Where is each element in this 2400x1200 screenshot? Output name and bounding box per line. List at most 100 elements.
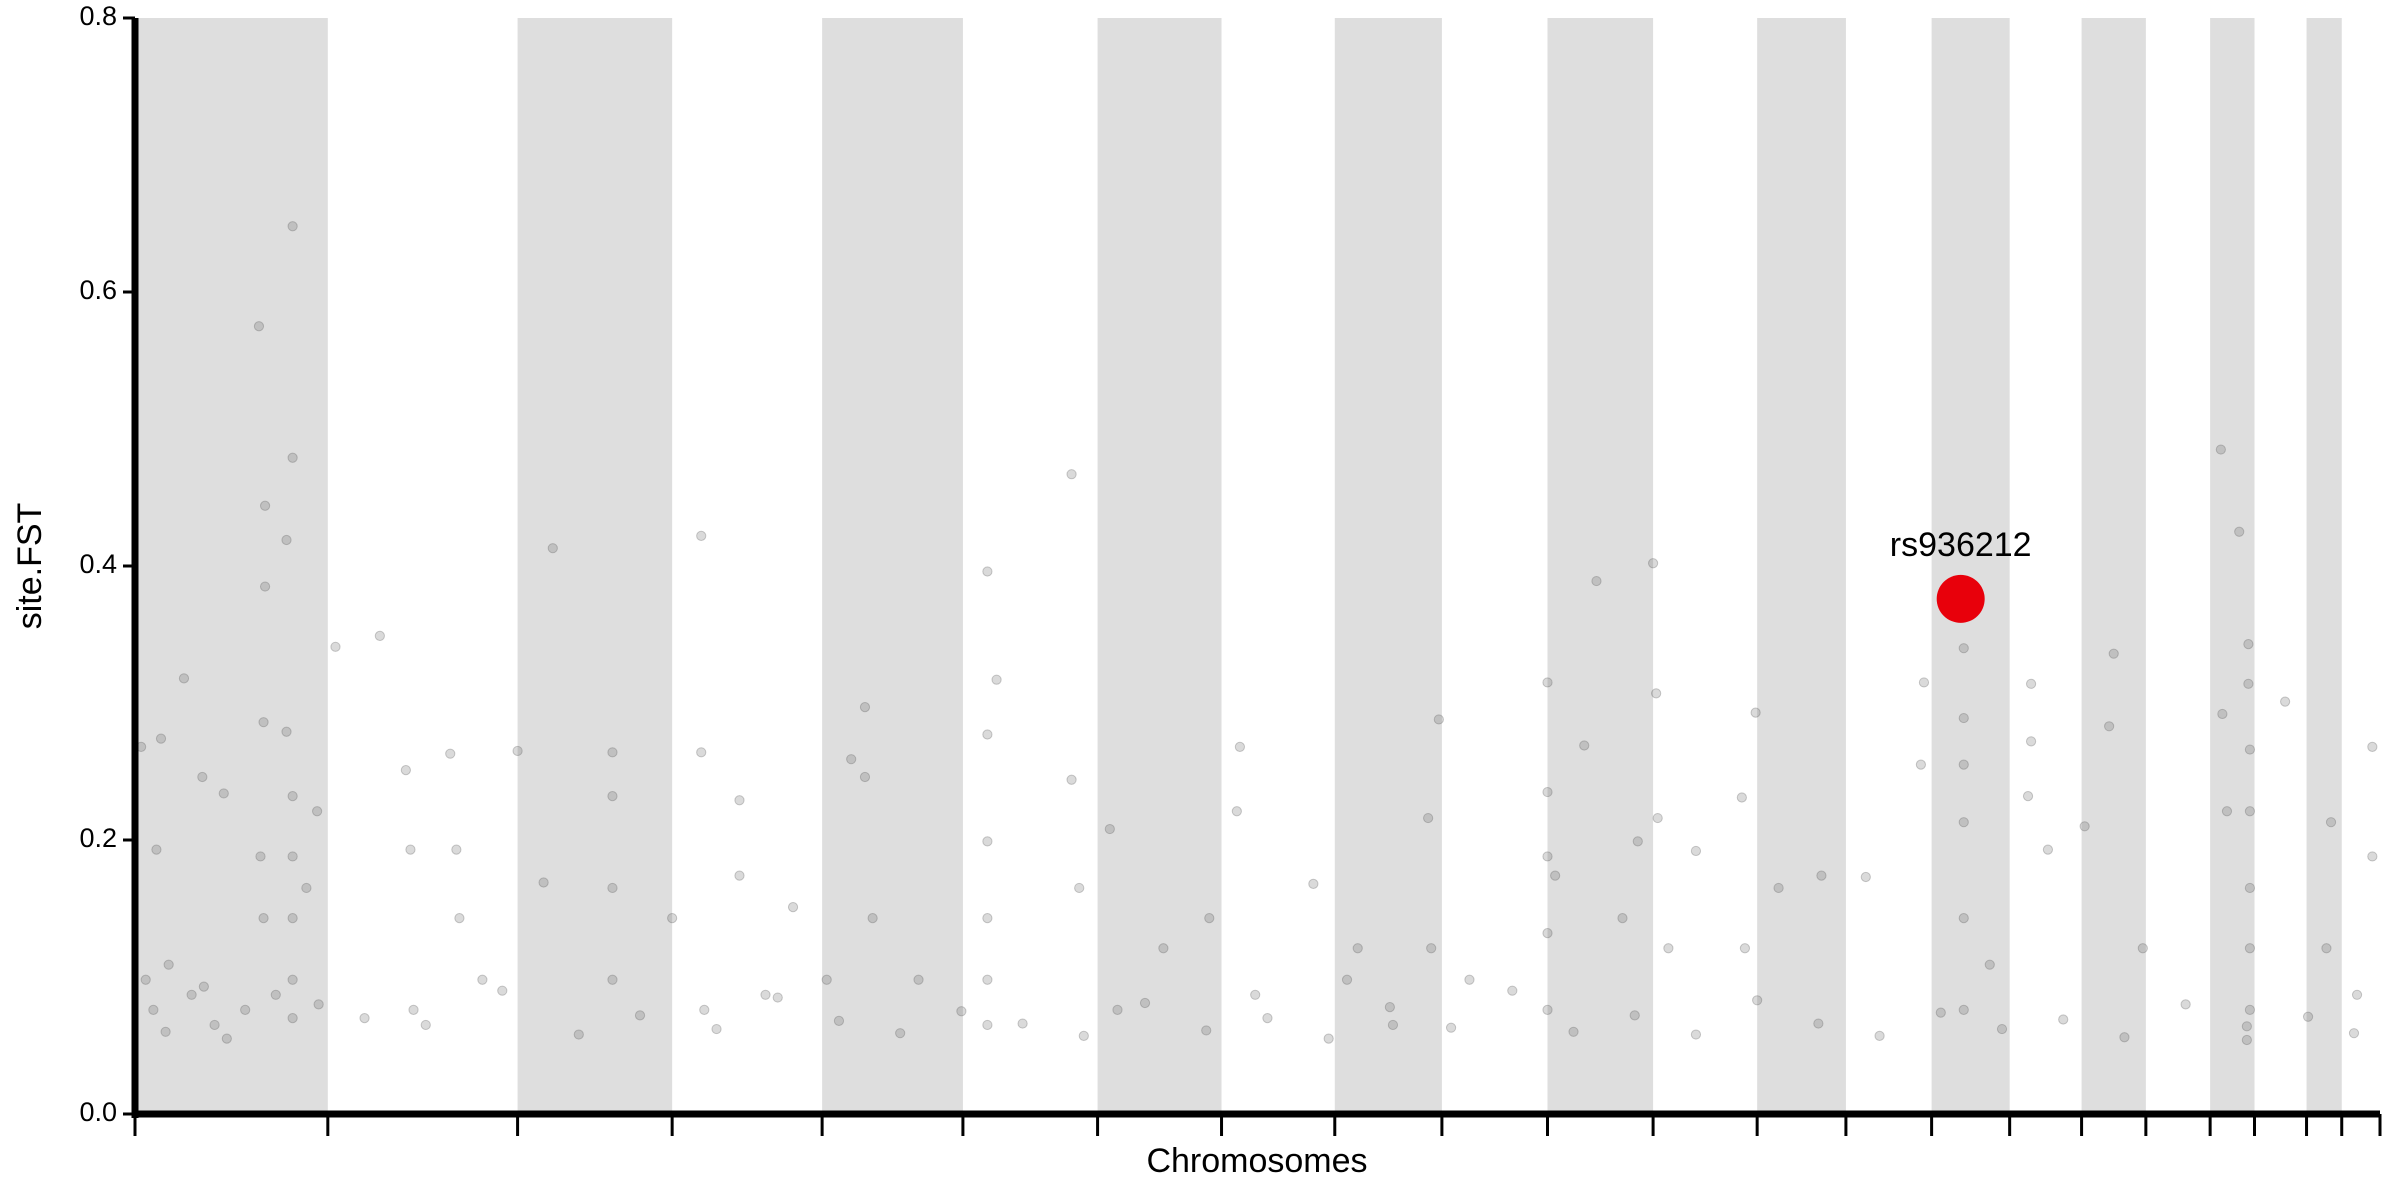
snp-point — [2025, 736, 2037, 747]
snp-point — [408, 1004, 419, 1015]
snp-point — [1958, 643, 1969, 654]
snp-point — [151, 844, 162, 855]
y-tick-label: 0.6 — [79, 275, 117, 305]
snp-point — [607, 974, 618, 985]
snp-point — [2108, 648, 2119, 659]
snp-point — [2348, 1028, 2360, 1039]
snp-point — [160, 1026, 171, 1037]
snp-point — [420, 1019, 431, 1031]
snp-point — [1384, 1002, 1395, 1013]
chromosome-band — [2210, 18, 2255, 1114]
snp-point — [2058, 1014, 2069, 1025]
snp-point — [155, 733, 167, 744]
snp-point — [1918, 677, 1930, 688]
snp-point — [1341, 974, 1353, 985]
snp-point — [287, 1013, 298, 1024]
snp-point — [2215, 444, 2226, 455]
snp-point — [1201, 1025, 1212, 1036]
snp-point — [186, 989, 197, 1000]
chromosome-band — [135, 18, 328, 1114]
chromosome-band — [1757, 18, 1846, 1114]
snp-point — [1112, 1004, 1123, 1015]
chromosome-band — [2081, 18, 2146, 1114]
snp-point — [374, 630, 385, 641]
snp-point — [258, 912, 269, 924]
snp-point — [255, 851, 266, 862]
snp-point — [330, 641, 341, 652]
snp-point — [991, 674, 1002, 685]
snp-point — [209, 1019, 220, 1031]
snp-point — [512, 745, 523, 757]
snp-point — [2244, 882, 2256, 894]
snp-point — [2243, 638, 2254, 650]
snp-point — [1074, 882, 1085, 894]
chromosome-band — [1097, 18, 1222, 1114]
snp-point — [1935, 1007, 1946, 1018]
snp-point — [547, 543, 558, 554]
snp-point — [270, 989, 281, 1000]
snp-point — [2367, 741, 2378, 752]
snp-point — [1445, 1022, 1457, 1033]
snp-point — [2243, 678, 2254, 689]
snp-point — [240, 1004, 251, 1015]
snp-point — [1542, 928, 1553, 939]
snp-point — [197, 771, 208, 783]
snp-point — [1323, 1033, 1334, 1044]
snp-point — [1542, 677, 1553, 688]
snp-point — [982, 566, 993, 577]
snp-point — [867, 912, 878, 924]
snp-point — [2022, 791, 2034, 802]
chromosome-band — [1931, 18, 2010, 1114]
snp-point — [253, 321, 265, 332]
snp-point — [833, 1015, 845, 1026]
chromosome-band — [822, 18, 963, 1114]
x-axis-title: Chromosomes — [1146, 1142, 1367, 1180]
snp-point — [287, 791, 298, 802]
snp-point — [1250, 989, 1261, 1000]
snp-point — [2325, 817, 2337, 828]
chromosome-band — [517, 18, 673, 1114]
snp-point — [913, 974, 924, 985]
snp-point — [1078, 1030, 1089, 1042]
y-tick-label: 0.2 — [79, 823, 117, 853]
snp-point — [1736, 792, 1747, 803]
bands — [135, 18, 2342, 1114]
snp-point — [1542, 851, 1553, 862]
snp-point — [1591, 575, 1602, 587]
snp-point — [760, 989, 771, 1000]
snp-point — [1958, 759, 1969, 770]
snp-point — [1652, 812, 1663, 824]
snp-point — [2244, 1004, 2256, 1015]
snp-point — [1651, 688, 1662, 699]
snp-point — [1204, 912, 1215, 924]
snp-point — [1984, 959, 1995, 970]
y-axis-title: site.FST — [11, 503, 49, 630]
y-tick-label: 0.0 — [79, 1097, 117, 1127]
snp-point — [573, 1029, 584, 1040]
snp-point — [497, 985, 508, 996]
snp-point — [696, 530, 707, 541]
snp-point — [1550, 870, 1561, 881]
snp-point — [148, 1004, 159, 1015]
snp-point — [1996, 1023, 2008, 1035]
snp-point — [140, 974, 151, 985]
snp-point — [1464, 974, 1475, 985]
snp-point — [445, 748, 456, 759]
snp-point — [607, 747, 618, 758]
snp-point — [2217, 708, 2228, 720]
y-tick-label: 0.4 — [79, 549, 117, 579]
snp-point — [859, 702, 871, 713]
snp-point — [1915, 759, 1926, 770]
snp-point — [982, 836, 993, 847]
snp-point — [1568, 1026, 1579, 1037]
snp-point — [1750, 707, 1761, 718]
snp-point — [163, 959, 174, 970]
snp-point — [956, 1006, 967, 1017]
snp-point — [1632, 836, 1643, 847]
snp-point — [2302, 1011, 2314, 1022]
snp-point — [1617, 912, 1628, 924]
snp-point — [1066, 469, 1077, 480]
snp-point — [667, 912, 678, 924]
snp-point — [982, 974, 993, 985]
snp-point — [734, 795, 745, 806]
